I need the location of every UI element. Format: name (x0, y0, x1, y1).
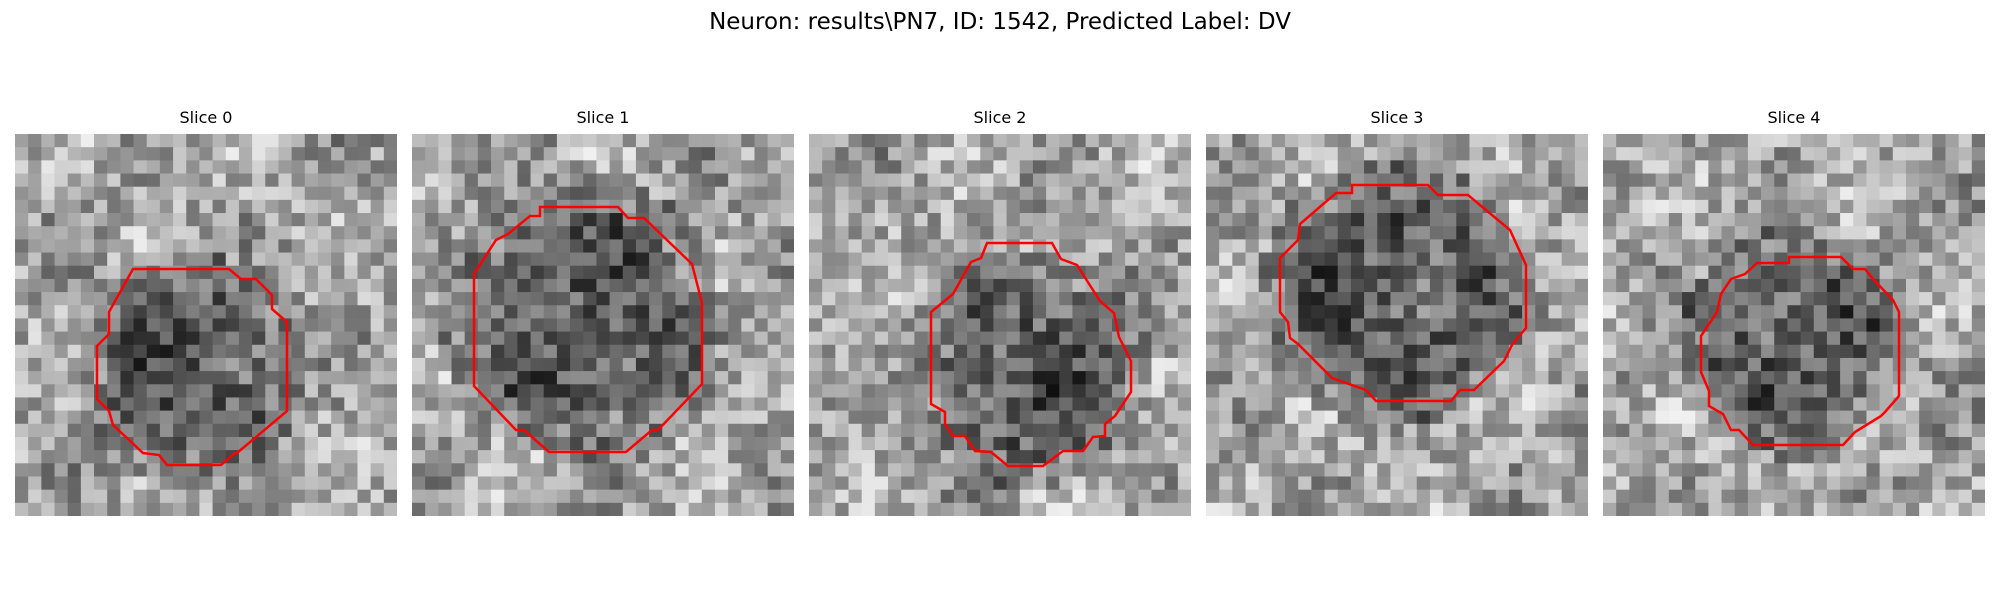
slice-image-3 (1206, 134, 1588, 516)
roi-contour (1699, 255, 1901, 447)
pixel-grid (1206, 134, 1588, 516)
slice-title-4: Slice 4 (1767, 108, 1821, 127)
slice-panel-3: Slice 3 (1206, 108, 1588, 516)
slice-title-2: Slice 2 (973, 108, 1027, 127)
slice-image-4 (1603, 134, 1985, 516)
pixel-grid (809, 134, 1191, 516)
roi-contour (929, 241, 1133, 468)
roi-contour (95, 267, 289, 467)
pixel-grid (1603, 134, 1985, 516)
slice-image-1 (412, 134, 794, 516)
figure-title: Neuron: results\PN7, ID: 1542, Predicted… (709, 9, 1291, 35)
slice-title-3: Slice 3 (1370, 108, 1424, 127)
pixel-grid (412, 134, 794, 516)
roi-contour (472, 205, 704, 454)
slice-image-2 (809, 134, 1191, 516)
slice-panel-2: Slice 2 (809, 108, 1191, 516)
roi-contour (1278, 183, 1528, 403)
slice-panel-1: Slice 1 (412, 108, 794, 516)
slice-image-0 (15, 134, 397, 516)
pixel-grid (15, 134, 397, 516)
slice-panel-4: Slice 4 (1603, 108, 1985, 516)
slice-title-0: Slice 0 (179, 108, 233, 127)
slice-title-1: Slice 1 (576, 108, 630, 127)
slice-panel-0: Slice 0 (15, 108, 397, 516)
